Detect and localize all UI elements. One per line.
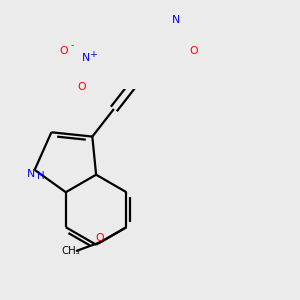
Text: O: O xyxy=(77,82,86,92)
Text: +: + xyxy=(90,50,98,59)
Text: O: O xyxy=(95,233,104,243)
Text: N: N xyxy=(27,169,35,179)
Text: N: N xyxy=(82,53,90,63)
Text: CH₃: CH₃ xyxy=(61,246,80,256)
Text: N: N xyxy=(172,15,180,25)
Text: H: H xyxy=(37,171,44,181)
Text: O: O xyxy=(59,46,68,56)
Text: O: O xyxy=(190,46,198,56)
Text: -: - xyxy=(70,41,74,50)
